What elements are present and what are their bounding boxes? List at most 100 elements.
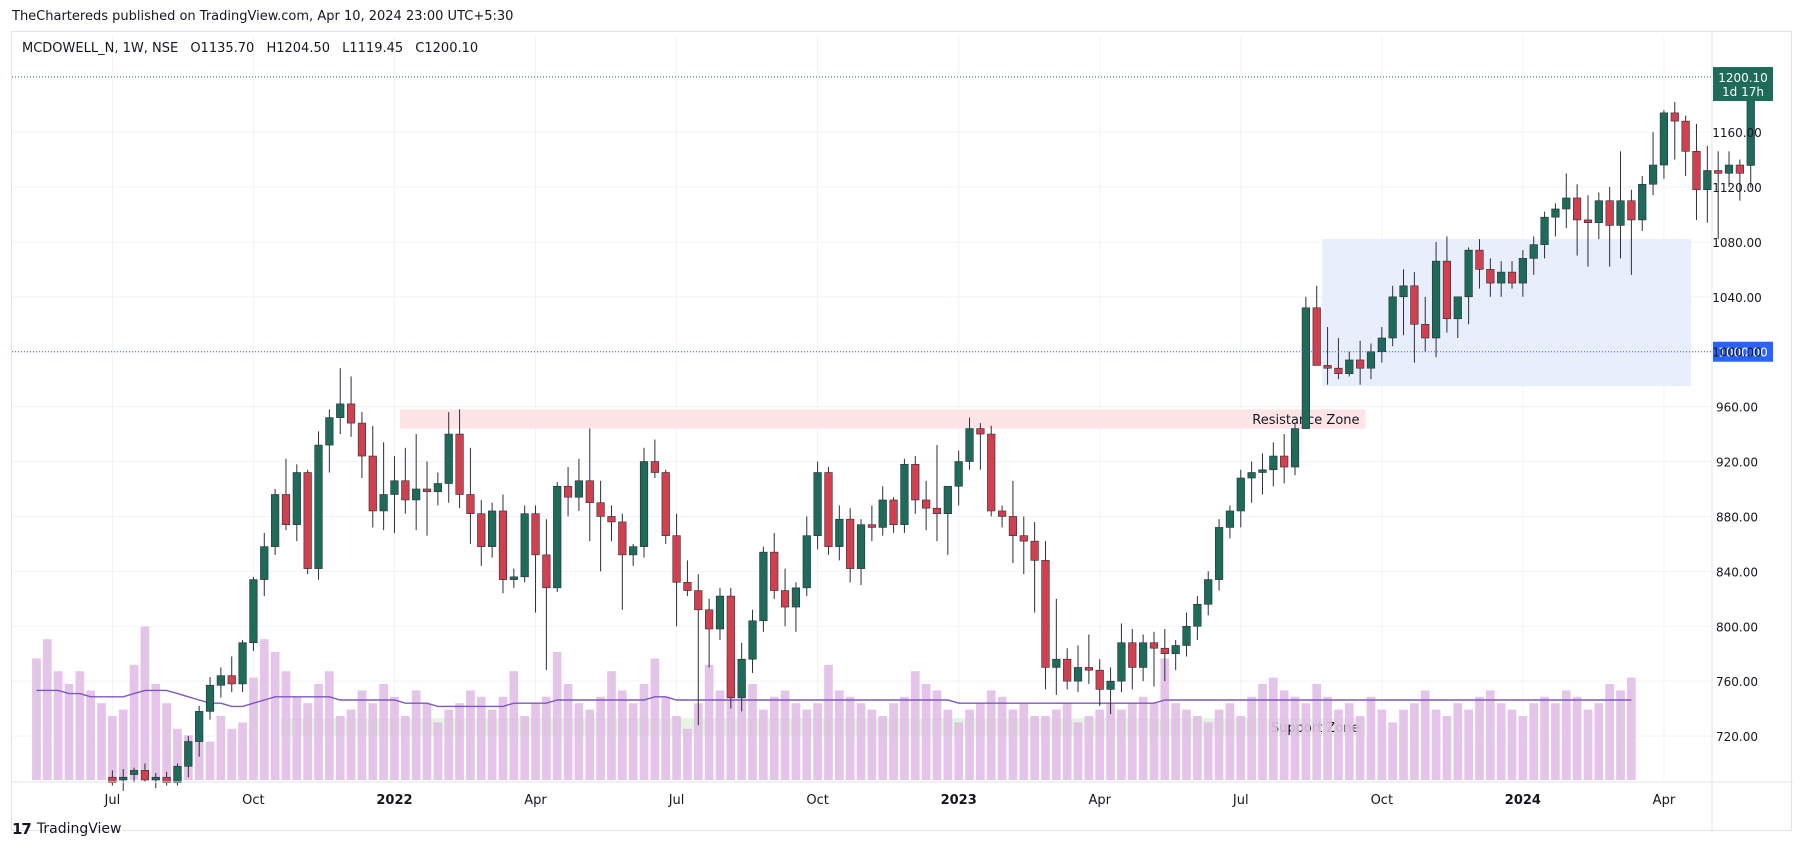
volume-bar	[1127, 703, 1137, 780]
volume-bar	[1171, 703, 1181, 780]
volume-bar	[780, 690, 790, 780]
candle-body	[466, 494, 475, 514]
volume-bar	[281, 671, 291, 780]
volume-bar	[1008, 709, 1018, 780]
candle-body	[1323, 365, 1332, 369]
volume-bar	[390, 696, 399, 780]
candle-body	[791, 587, 801, 608]
candle-body	[574, 480, 584, 498]
volume-bar	[1518, 716, 1528, 780]
candle-body	[813, 472, 822, 536]
volume-bar	[1301, 703, 1311, 780]
volume-bar	[661, 696, 671, 780]
candle-body	[672, 535, 681, 583]
candle-body	[433, 483, 442, 493]
volume-bar	[118, 709, 128, 780]
candle-body	[900, 463, 909, 525]
y-tick-label: 1120.00	[1712, 181, 1762, 195]
candle-body	[1562, 197, 1571, 210]
candle-body	[1117, 642, 1126, 682]
candle-body	[314, 444, 323, 569]
x-tick-label: 2023	[941, 793, 977, 808]
volume-bar	[932, 690, 942, 780]
volume-bar	[1344, 703, 1354, 780]
volume-bar	[325, 671, 334, 780]
candle-body	[759, 551, 768, 622]
volume-bar	[270, 652, 280, 780]
volume-bar	[346, 709, 356, 780]
candle-body	[585, 480, 594, 504]
candle-body	[520, 513, 529, 578]
candle-body	[639, 461, 649, 547]
volume-bar	[97, 703, 106, 780]
volume-bar	[650, 658, 660, 780]
candle-body	[770, 551, 779, 591]
y-tick-label: 1080.00	[1712, 236, 1762, 250]
volume-bar	[1149, 703, 1159, 780]
candle-body	[1073, 667, 1083, 682]
candle-body	[976, 428, 985, 435]
y-tick-label: 1160.00	[1712, 126, 1762, 140]
candle-body	[346, 403, 356, 424]
candle-body	[878, 499, 887, 528]
candle-body	[650, 461, 659, 473]
candle-body	[205, 684, 215, 712]
price-label-countdown: 1d 17h	[1722, 85, 1764, 99]
volume-bar	[1485, 690, 1495, 780]
ohlc-legend: MCDOWELL_N, 1W, NSE O1135.70 H1204.50 L1…	[22, 41, 478, 56]
volume-bar	[1268, 677, 1278, 780]
volume-bar	[1388, 722, 1398, 780]
volume-bar	[878, 716, 888, 780]
candle-body	[618, 521, 627, 556]
candle-body	[1030, 540, 1039, 561]
volume-bar	[205, 741, 215, 780]
candle-body	[422, 488, 432, 493]
volume-bar	[1019, 703, 1029, 780]
candle-body	[531, 513, 540, 556]
volume-bar	[921, 684, 931, 780]
zones-layer: Resistance ZoneSupport Zone	[280, 239, 1692, 736]
volume-bar	[1540, 696, 1549, 780]
candle-body	[1475, 249, 1484, 270]
candle-body	[1225, 510, 1235, 528]
price-label-value: 1200.10	[1718, 71, 1768, 85]
candle-body	[108, 776, 117, 784]
volume-bar	[520, 716, 530, 780]
candle-body	[835, 518, 844, 547]
volume-bar	[1431, 709, 1441, 780]
candle-body	[379, 494, 388, 512]
volume-bar	[1214, 709, 1224, 780]
tradingview-logo[interactable]: 17 TradingView	[12, 820, 121, 838]
volume-bar	[108, 716, 117, 780]
volume-bar	[997, 696, 1007, 780]
candle-body	[184, 741, 193, 767]
candle-body	[748, 620, 757, 660]
candle-body	[1497, 271, 1506, 284]
y-tick-label: 880.00	[1716, 510, 1758, 524]
candle-body	[498, 510, 508, 580]
volume-bar	[455, 703, 464, 780]
candle-body	[1041, 560, 1050, 668]
price-label-value: 1000.00	[1718, 346, 1768, 360]
candle-body	[1724, 164, 1734, 174]
volume-bar	[1442, 716, 1452, 780]
candle-body	[889, 499, 898, 525]
volume-bar	[1616, 690, 1625, 780]
volume-bar	[1355, 716, 1365, 780]
volume-bar	[1051, 709, 1061, 780]
y-tick-label: 1000.00	[1712, 346, 1762, 360]
volume-bar	[563, 684, 573, 780]
candle-body	[922, 499, 931, 509]
volume-bar	[1225, 703, 1235, 780]
candle-body	[1540, 216, 1549, 245]
candle-body	[151, 776, 160, 781]
candle-body	[292, 472, 301, 525]
candle-body	[943, 485, 952, 514]
candle-body	[1052, 658, 1061, 668]
candle-body	[1616, 200, 1625, 226]
candle-body	[1366, 351, 1376, 369]
volume-bar	[476, 696, 486, 780]
